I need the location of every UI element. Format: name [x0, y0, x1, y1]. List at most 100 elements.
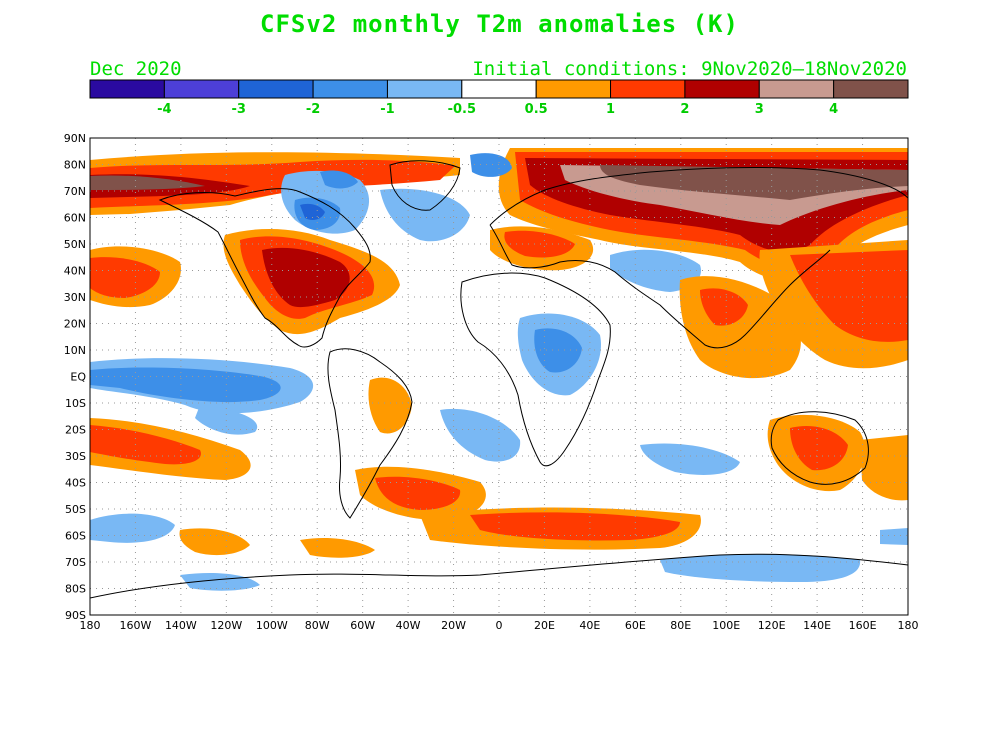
coast-australia: [770, 411, 869, 485]
latitude-label: 10N: [64, 344, 86, 357]
longitude-label: 60E: [625, 619, 646, 632]
colorbar-swatch: [89, 79, 165, 99]
colorbar-label: 2: [680, 102, 689, 117]
longitude-label: 40E: [579, 619, 600, 632]
longitude-label: 120E: [758, 619, 786, 632]
longitude-label: 140E: [803, 619, 831, 632]
anomaly-region: [90, 425, 201, 465]
latitude-label: 90S: [65, 609, 86, 622]
colorbar: [89, 79, 909, 99]
latitude-label: 60S: [65, 530, 86, 543]
coast-antarctica: [90, 553, 908, 599]
anomaly-region: [262, 247, 350, 308]
anomaly-region: [179, 528, 250, 556]
colorbar-label: 3: [755, 102, 764, 117]
colorbar-swatch: [833, 79, 909, 99]
longitude-label: 60W: [350, 619, 375, 632]
longitude-label: 0: [496, 619, 503, 632]
anomaly-region: [90, 513, 175, 543]
anomaly-region: [90, 257, 160, 298]
coast-north-america: [158, 188, 371, 348]
colorbar-label: -1: [380, 102, 394, 117]
coast-greenland: [389, 160, 461, 211]
longitude-label: 20W: [441, 619, 466, 632]
longitude-label: 140W: [165, 619, 197, 632]
anomaly-region: [195, 405, 258, 435]
latitude-label: 80N: [64, 159, 86, 172]
longitude-label: 160W: [120, 619, 152, 632]
colorbar-swatch: [535, 79, 612, 99]
latitude-label: 70S: [65, 556, 86, 569]
anomaly-region: [880, 528, 908, 545]
anomaly-region: [440, 408, 521, 462]
anomaly-region: [300, 538, 375, 558]
longitude-label: 120W: [210, 619, 242, 632]
colorbar-swatch: [238, 79, 314, 99]
valid-month: Dec 2020: [90, 58, 182, 80]
colorbar-swatch: [758, 79, 835, 99]
latitude-label: 40S: [65, 477, 86, 490]
colorbar-swatch: [163, 79, 240, 99]
coastlines: [90, 160, 908, 599]
anomaly-region: [375, 476, 461, 510]
anomaly-region: [90, 175, 205, 190]
longitude-label: 20E: [534, 619, 555, 632]
colorbar-swatch: [684, 79, 760, 99]
latitude-label: EQ: [70, 371, 86, 384]
anomaly-region: [660, 554, 861, 582]
latitude-label: 30S: [65, 450, 86, 463]
longitude-label: 160E: [849, 619, 877, 632]
longitude-label: 100E: [712, 619, 740, 632]
colorbar-label: -3: [232, 102, 246, 117]
colorbar-label: 4: [829, 102, 838, 117]
longitude-label: 100W: [256, 619, 288, 632]
anomaly-region: [300, 203, 325, 220]
latitude-label: 40N: [64, 265, 86, 278]
anomaly-region: [320, 170, 358, 189]
longitude-label: 180: [898, 619, 919, 632]
latitude-label: 50N: [64, 238, 86, 251]
colorbar-swatch: [610, 79, 686, 99]
anomaly-region: [610, 249, 701, 292]
anomaly-region: [368, 377, 412, 434]
coast-south-america: [327, 348, 413, 519]
latitude-label: 30N: [64, 291, 86, 304]
colorbar-label: -4: [157, 102, 171, 117]
colorbar-label: 1: [606, 102, 615, 117]
anomaly-region: [790, 250, 908, 342]
map-title: CFSv2 monthly T2m anomalies (K): [260, 10, 739, 38]
anomaly-region: [90, 367, 281, 403]
latitude-labels: 90N 80N 70N 60N 50N 40N 30N 20N 10N EQ 10S 20S 30S 40…: [64, 132, 87, 622]
longitude-labels: 180 160W 140W 120W 100W 80W 60W 40W 20W 0 20E 40E 60…: [80, 619, 919, 632]
anomaly-region: [640, 443, 740, 475]
anomaly-region: [700, 288, 748, 326]
coast-africa: [460, 272, 611, 467]
anomaly-region: [860, 435, 908, 501]
latitude-label: 80S: [65, 583, 86, 596]
colorbar-labels: -4 -3 -2 -1 -0.5 0.5 1 2 3 4: [157, 102, 838, 117]
latitude-label: 10S: [65, 397, 86, 410]
graticule: [90, 138, 908, 615]
anomaly-region: [600, 165, 908, 200]
initial-conditions: Initial conditions: 9Nov2020–18Nov2020: [472, 58, 907, 80]
plot-frame: [89, 137, 909, 616]
longitude-label: 40W: [396, 619, 421, 632]
anomaly-region: [470, 153, 512, 177]
colorbar-swatch: [461, 79, 537, 99]
latitude-label: 20N: [64, 318, 86, 331]
latitude-label: 90N: [64, 132, 86, 145]
anomaly-region: [790, 425, 848, 471]
longitude-label: 180: [80, 619, 101, 632]
colorbar-label: 0.5: [525, 102, 548, 117]
anomaly-region: [90, 159, 455, 208]
colorbar-label: -0.5: [448, 102, 476, 117]
anomaly-region: [470, 512, 680, 541]
longitude-label: 80W: [305, 619, 330, 632]
anomaly-region: [504, 230, 575, 258]
colorbar-swatch: [312, 79, 388, 99]
latitude-label: 60N: [64, 212, 86, 225]
anomaly-field: [90, 148, 908, 591]
coast-eurasia: [489, 166, 908, 349]
latitude-label: 20S: [65, 424, 86, 437]
